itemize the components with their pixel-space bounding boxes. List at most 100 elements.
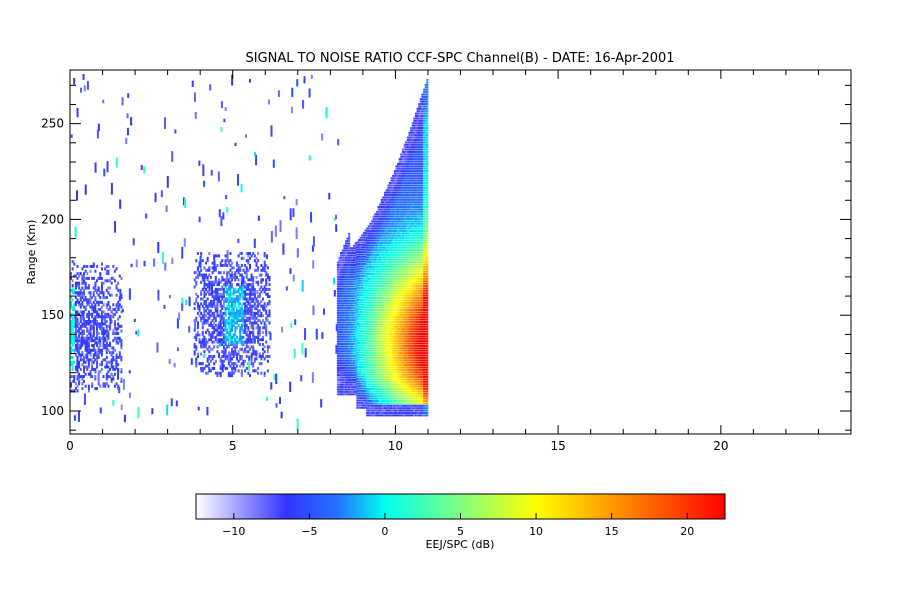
heatmap-cell bbox=[232, 364, 235, 368]
heatmap-cell bbox=[392, 256, 395, 259]
heatmap-cell bbox=[97, 372, 100, 376]
heatmap-cell bbox=[390, 270, 393, 273]
heatmap-cell bbox=[250, 354, 253, 358]
heatmap-cell bbox=[105, 382, 108, 386]
heatmap-cell bbox=[395, 294, 398, 297]
heatmap-cell bbox=[364, 251, 367, 254]
heatmap-cell bbox=[112, 348, 115, 352]
heatmap-cell bbox=[388, 311, 391, 314]
heatmap-cell bbox=[346, 369, 349, 372]
heatmap-cell bbox=[338, 381, 341, 384]
heatmap-cell bbox=[393, 244, 396, 247]
heatmap-cell bbox=[392, 392, 395, 395]
heatmap-cell bbox=[115, 267, 118, 271]
heatmap-cell bbox=[344, 354, 347, 357]
heatmap-cell bbox=[227, 323, 230, 327]
heatmap-cell bbox=[357, 404, 360, 407]
heatmap-cell bbox=[76, 317, 79, 321]
heatmap-cell bbox=[340, 364, 343, 367]
heatmap-cell bbox=[353, 273, 356, 276]
heatmap-cell bbox=[102, 358, 105, 362]
heatmap-cell bbox=[380, 285, 383, 288]
heatmap-cell bbox=[349, 381, 352, 384]
heatmap-cell bbox=[120, 329, 123, 333]
heatmap-cell bbox=[366, 409, 369, 412]
heatmap-cell bbox=[208, 357, 211, 361]
heatmap-cell bbox=[375, 371, 378, 374]
heatmap-cell bbox=[384, 337, 387, 340]
heatmap-cell bbox=[96, 336, 99, 340]
heatmap-cell bbox=[382, 409, 385, 412]
heatmap-cell bbox=[232, 319, 235, 323]
heatmap-cell bbox=[357, 322, 360, 325]
heatmap-cell bbox=[354, 350, 357, 353]
heatmap-cell bbox=[372, 229, 375, 232]
heatmap-cell bbox=[374, 299, 377, 302]
heatmap-cell bbox=[193, 343, 196, 346]
heatmap-cell bbox=[89, 291, 92, 295]
heatmap-cell bbox=[100, 291, 103, 295]
heatmap-cell bbox=[349, 287, 352, 290]
heatmap-cell bbox=[357, 253, 360, 256]
heatmap-cell bbox=[214, 304, 217, 308]
heatmap-cell bbox=[380, 368, 383, 371]
heatmap-cell bbox=[258, 331, 261, 335]
heatmap-cell bbox=[96, 312, 99, 316]
heatmap-cell bbox=[362, 253, 365, 256]
heatmap-cell bbox=[76, 322, 79, 326]
heatmap-cell bbox=[349, 376, 352, 379]
heatmap-cell bbox=[336, 309, 339, 312]
heatmap-cell bbox=[123, 414, 126, 423]
heatmap-cell bbox=[344, 381, 347, 384]
heatmap-cell bbox=[214, 292, 217, 296]
heatmap-cell bbox=[361, 248, 364, 251]
heatmap-cell bbox=[388, 320, 391, 323]
heatmap-cell bbox=[244, 271, 247, 275]
heatmap-cell bbox=[338, 304, 341, 307]
heatmap-cell bbox=[100, 360, 103, 364]
heatmap-cell bbox=[380, 388, 383, 391]
heatmap-cell bbox=[84, 372, 87, 376]
heatmap-cell bbox=[351, 295, 354, 298]
heatmap-cell bbox=[164, 262, 167, 271]
heatmap-cell bbox=[195, 335, 198, 339]
heatmap-cell bbox=[392, 261, 395, 264]
heatmap-cell bbox=[357, 267, 360, 270]
heatmap-cell bbox=[205, 299, 208, 303]
heatmap-cell bbox=[260, 321, 263, 325]
heatmap-cell bbox=[384, 282, 387, 285]
heatmap-cell bbox=[346, 283, 349, 286]
heatmap-cell bbox=[372, 282, 375, 285]
heatmap-cell bbox=[252, 292, 255, 296]
heatmap-cell bbox=[112, 329, 115, 333]
heatmap-cell bbox=[205, 273, 208, 277]
heatmap-cell bbox=[387, 241, 390, 244]
heatmap-cell bbox=[346, 328, 349, 331]
heatmap-cell bbox=[89, 293, 92, 297]
heatmap-cell bbox=[382, 253, 385, 256]
heatmap-cell bbox=[94, 308, 97, 312]
heatmap-cell bbox=[117, 331, 120, 335]
heatmap-cell bbox=[96, 327, 99, 331]
heatmap-cell bbox=[340, 263, 343, 266]
heatmap-cell bbox=[359, 298, 362, 301]
heatmap-cell bbox=[384, 397, 387, 400]
heatmap-cell bbox=[265, 311, 268, 315]
heatmap-cell bbox=[364, 332, 367, 335]
heatmap-cell bbox=[382, 213, 385, 216]
heatmap-cell bbox=[261, 287, 264, 291]
heatmap-cell bbox=[353, 292, 356, 295]
heatmap-cell bbox=[377, 282, 380, 285]
heatmap-cell bbox=[344, 371, 347, 374]
heatmap-cell bbox=[374, 385, 377, 388]
heatmap-cell bbox=[382, 239, 385, 242]
heatmap-cell bbox=[387, 234, 390, 237]
heatmap-cell bbox=[392, 356, 395, 359]
heatmap-cell bbox=[372, 268, 375, 271]
heatmap-cell bbox=[349, 316, 352, 319]
heatmap-cell bbox=[240, 285, 243, 289]
heatmap-cell bbox=[387, 361, 390, 364]
heatmap-cell bbox=[205, 268, 208, 272]
heatmap-cell bbox=[208, 331, 211, 335]
heatmap-cell bbox=[346, 343, 349, 345]
